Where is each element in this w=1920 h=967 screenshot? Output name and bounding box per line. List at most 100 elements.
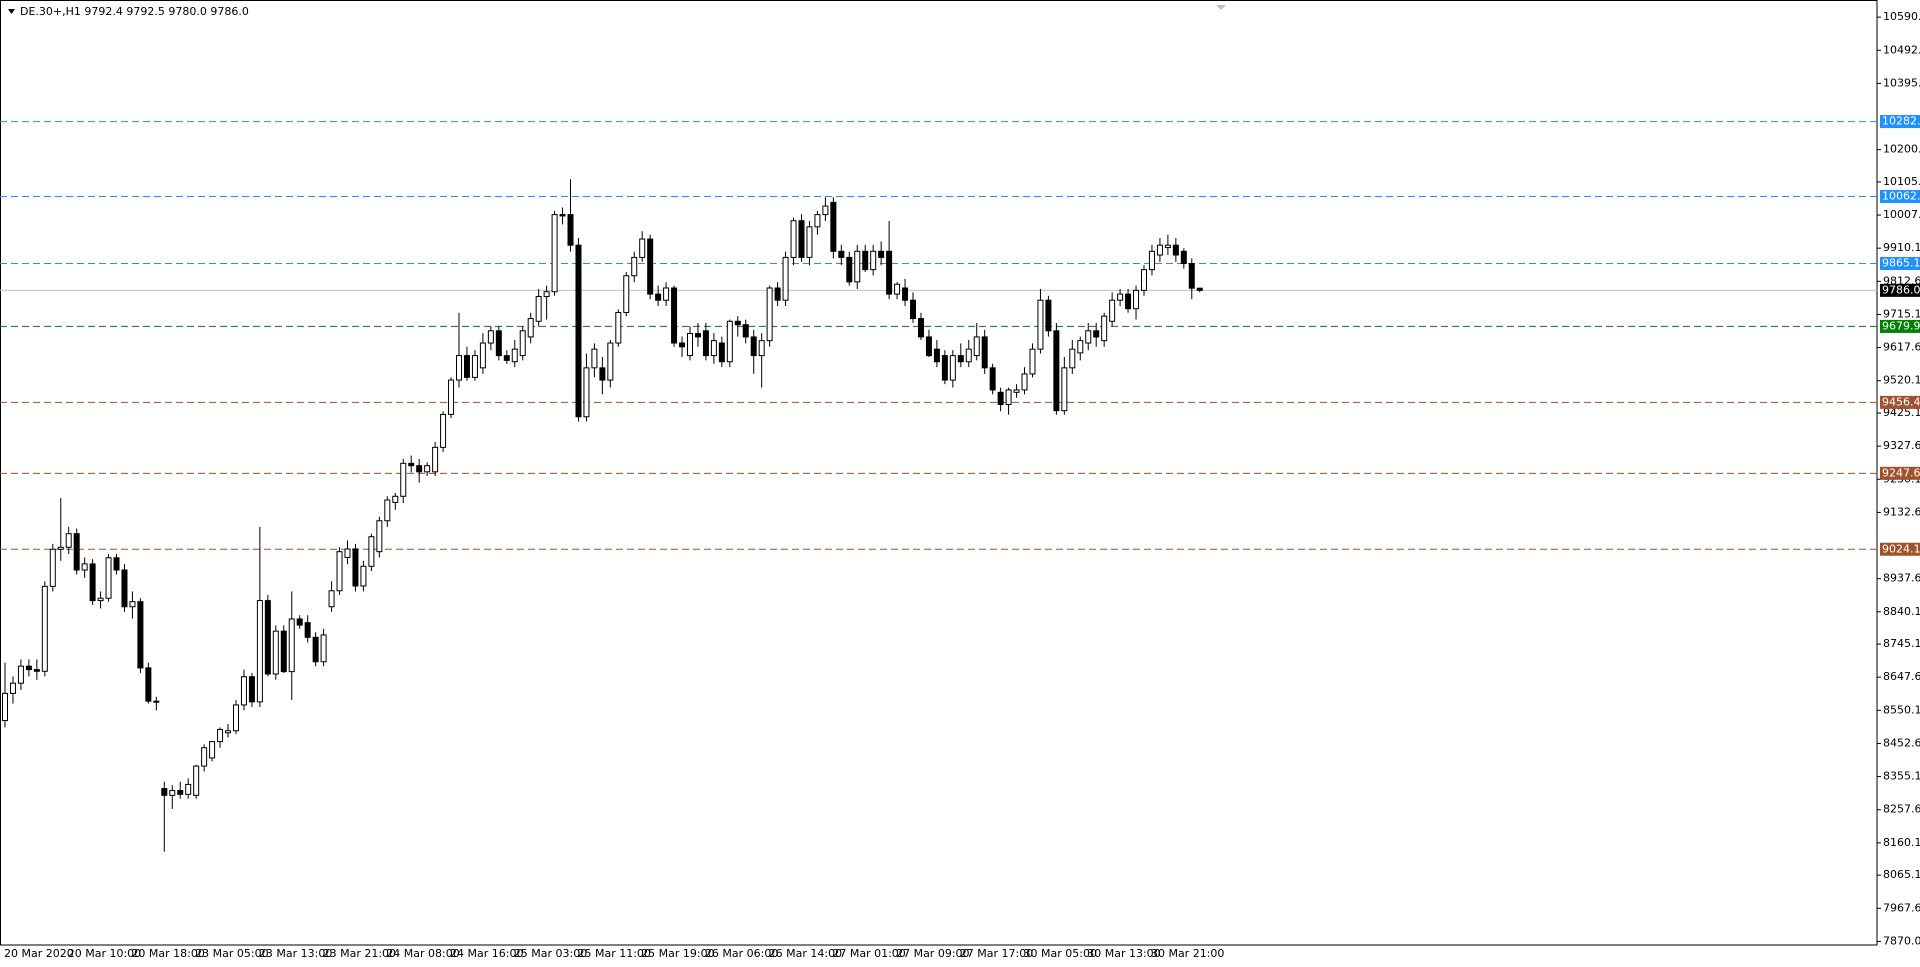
candle-body [519, 330, 526, 357]
candle-body [400, 462, 407, 497]
candle-body [25, 665, 32, 671]
x-tick-label: 30 Mar 13:00 [1087, 947, 1160, 960]
price-level-box [1880, 283, 1920, 297]
candle-body [933, 348, 940, 363]
candle-body [121, 569, 128, 608]
candle-body [225, 730, 232, 734]
candle-body [41, 585, 48, 672]
candle-body [997, 391, 1004, 406]
candle-body [328, 590, 335, 608]
candle-body [623, 275, 630, 313]
candle-body [57, 546, 64, 550]
candle-body [177, 790, 184, 795]
x-tick-label: 20 Mar 2020 [4, 947, 74, 960]
candle-body [583, 367, 590, 418]
y-tick-label: 10492.6 [1883, 43, 1920, 56]
candle-body [910, 299, 917, 320]
candle-body [989, 367, 996, 391]
x-tick-label: 23 Mar 21:00 [323, 947, 396, 960]
candle-body [185, 783, 192, 795]
price-level-label: 9786.0 [1882, 283, 1920, 296]
x-tick-label: 27 Mar 09:00 [896, 947, 969, 960]
x-tick-label: 30 Mar 21:00 [1151, 947, 1224, 960]
y-tick-label: 10590.0 [1883, 10, 1920, 23]
menu-arrow[interactable] [8, 9, 15, 14]
candle-body [1061, 367, 1068, 412]
candle-body [9, 682, 16, 694]
candle-body [432, 446, 439, 473]
y-tick-label: 8160.1 [1883, 836, 1920, 849]
y-tick-label: 9715.1 [1883, 307, 1920, 320]
candle-body [830, 201, 837, 252]
candle-body [495, 330, 502, 357]
x-tick-label: 24 Mar 08:00 [386, 947, 459, 960]
candle-body [631, 256, 638, 277]
x-tick-label: 27 Mar 17:00 [960, 947, 1033, 960]
candle-body [575, 244, 582, 418]
candle-body [479, 342, 486, 369]
y-tick-label: 10200.1 [1883, 143, 1920, 156]
candle-body [694, 333, 701, 338]
candle-body [838, 250, 845, 258]
y-tick-label: 8840.1 [1883, 605, 1920, 618]
candle-body [1005, 389, 1012, 406]
y-tick-label: 8550.1 [1883, 703, 1920, 716]
candle-body [671, 287, 678, 344]
y-tick-label: 8452.6 [1883, 736, 1920, 749]
candle-body [591, 348, 598, 369]
candle-body [758, 340, 765, 357]
candles [2, 179, 1203, 852]
candle-body [232, 704, 239, 732]
candle-body [33, 669, 40, 672]
candle-body [511, 348, 518, 363]
candle-body [655, 293, 662, 301]
price-level-label: 9679.9 [1882, 319, 1920, 332]
candle-body [1085, 330, 1092, 344]
x-tick-label: 26 Mar 06:00 [705, 947, 778, 960]
candle-body [376, 520, 383, 553]
candle-body [949, 355, 956, 381]
levels [0, 121, 1877, 550]
candle-body [527, 318, 534, 338]
price-level-box [1880, 466, 1920, 480]
price-level-box [1880, 115, 1920, 129]
candle-body [408, 462, 415, 467]
candle-body [679, 342, 686, 348]
y-tick-label: 9520.1 [1883, 374, 1920, 387]
y-tick-label: 8647.6 [1883, 670, 1920, 683]
candle-body [344, 548, 351, 558]
y-tick-label: 9617.6 [1883, 341, 1920, 354]
candle-body [878, 250, 885, 258]
price-level-box [1880, 319, 1920, 333]
candle-body [456, 355, 463, 381]
shift-marker [1216, 5, 1226, 10]
candle-body [1069, 348, 1076, 369]
candle-body [1045, 299, 1052, 332]
candle-body [49, 548, 56, 587]
candle-body [105, 557, 112, 599]
x-tick-label: 23 Mar 05:00 [195, 947, 268, 960]
candle-body [941, 355, 948, 381]
candle-body [463, 355, 470, 378]
candle-body [814, 214, 821, 228]
y-tick-label: 8065.1 [1883, 868, 1920, 881]
candle-body [296, 618, 303, 626]
y-tick-label: 9425.1 [1883, 406, 1920, 419]
candle-body [726, 320, 733, 363]
candle-body [1077, 340, 1084, 354]
candle-body [647, 238, 654, 295]
candle-body [1093, 330, 1100, 338]
y-tick-label: 10395.1 [1883, 76, 1920, 89]
candle-body [917, 318, 924, 338]
candle-body [886, 250, 893, 295]
candle-body [201, 747, 208, 767]
candle-body [639, 238, 646, 258]
candle-body [368, 536, 375, 567]
candle-body [304, 622, 311, 638]
candle-body [1188, 263, 1195, 289]
candle-body [750, 336, 757, 357]
candle-body [1164, 244, 1171, 249]
candle-body [264, 600, 271, 675]
y-tick-label: 8257.6 [1883, 803, 1920, 816]
